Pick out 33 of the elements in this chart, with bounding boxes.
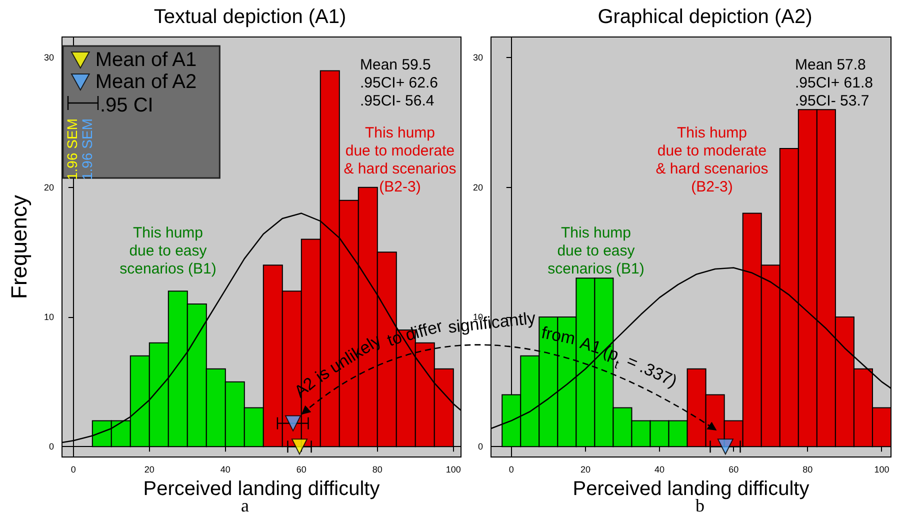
x-tick-label: 60 [296, 464, 306, 474]
x-tick-label: 0 [70, 464, 76, 474]
x-tick-label: 40 [654, 464, 665, 474]
y-tick-label: 20 [44, 182, 54, 192]
y-tick-label: 10 [44, 312, 54, 322]
y-tick-label: 20 [472, 182, 483, 192]
annotation: This hump due to easy scenarios (B1) [548, 224, 644, 278]
x-tick-label: 100 [446, 464, 461, 474]
y-tick-label: 30 [472, 52, 483, 63]
y-tick-label: 30 [44, 52, 54, 63]
annotation: Mean 57.8 .95CI+ 61.8 .95CI- 53.7 [795, 56, 873, 110]
annotation: This hump due to moderate & hard scenarios (B2-3) [344, 124, 456, 196]
legend-label: Mean of A2 [95, 71, 197, 93]
x-tick-label: 60 [728, 464, 739, 474]
x-tick-label: 0 [508, 464, 514, 474]
annotation: This hump due to moderate & hard scenarios (B2-3) [656, 124, 768, 196]
annotation: .95 CI [100, 94, 154, 116]
y-axis-title: Frequency [6, 195, 32, 299]
x-tick-label: 20 [580, 464, 590, 474]
chart-title: Textual depiction (A1) [154, 6, 346, 28]
legend-label: Mean of A1 [95, 49, 197, 71]
annotation: This hump due to easy scenarios (B1) [120, 224, 216, 278]
chart-title: Graphical depiction (A2) [598, 6, 812, 28]
x-tick-label: 20 [144, 464, 154, 474]
x-tick-label: 80 [372, 464, 382, 474]
annotation: Mean 59.5 .95CI+ 62.6 .95CI- 56.4 [360, 56, 438, 110]
y-tick-label: 0 [478, 442, 483, 452]
y-tick-label: 0 [48, 442, 54, 452]
annotation: 1.96 SEM [64, 118, 80, 180]
annotation: 1.96 SEM [79, 118, 95, 180]
x-tick-label: 100 [874, 464, 890, 474]
x-tick-label: 80 [802, 464, 813, 474]
x-tick-label: 40 [220, 464, 230, 474]
